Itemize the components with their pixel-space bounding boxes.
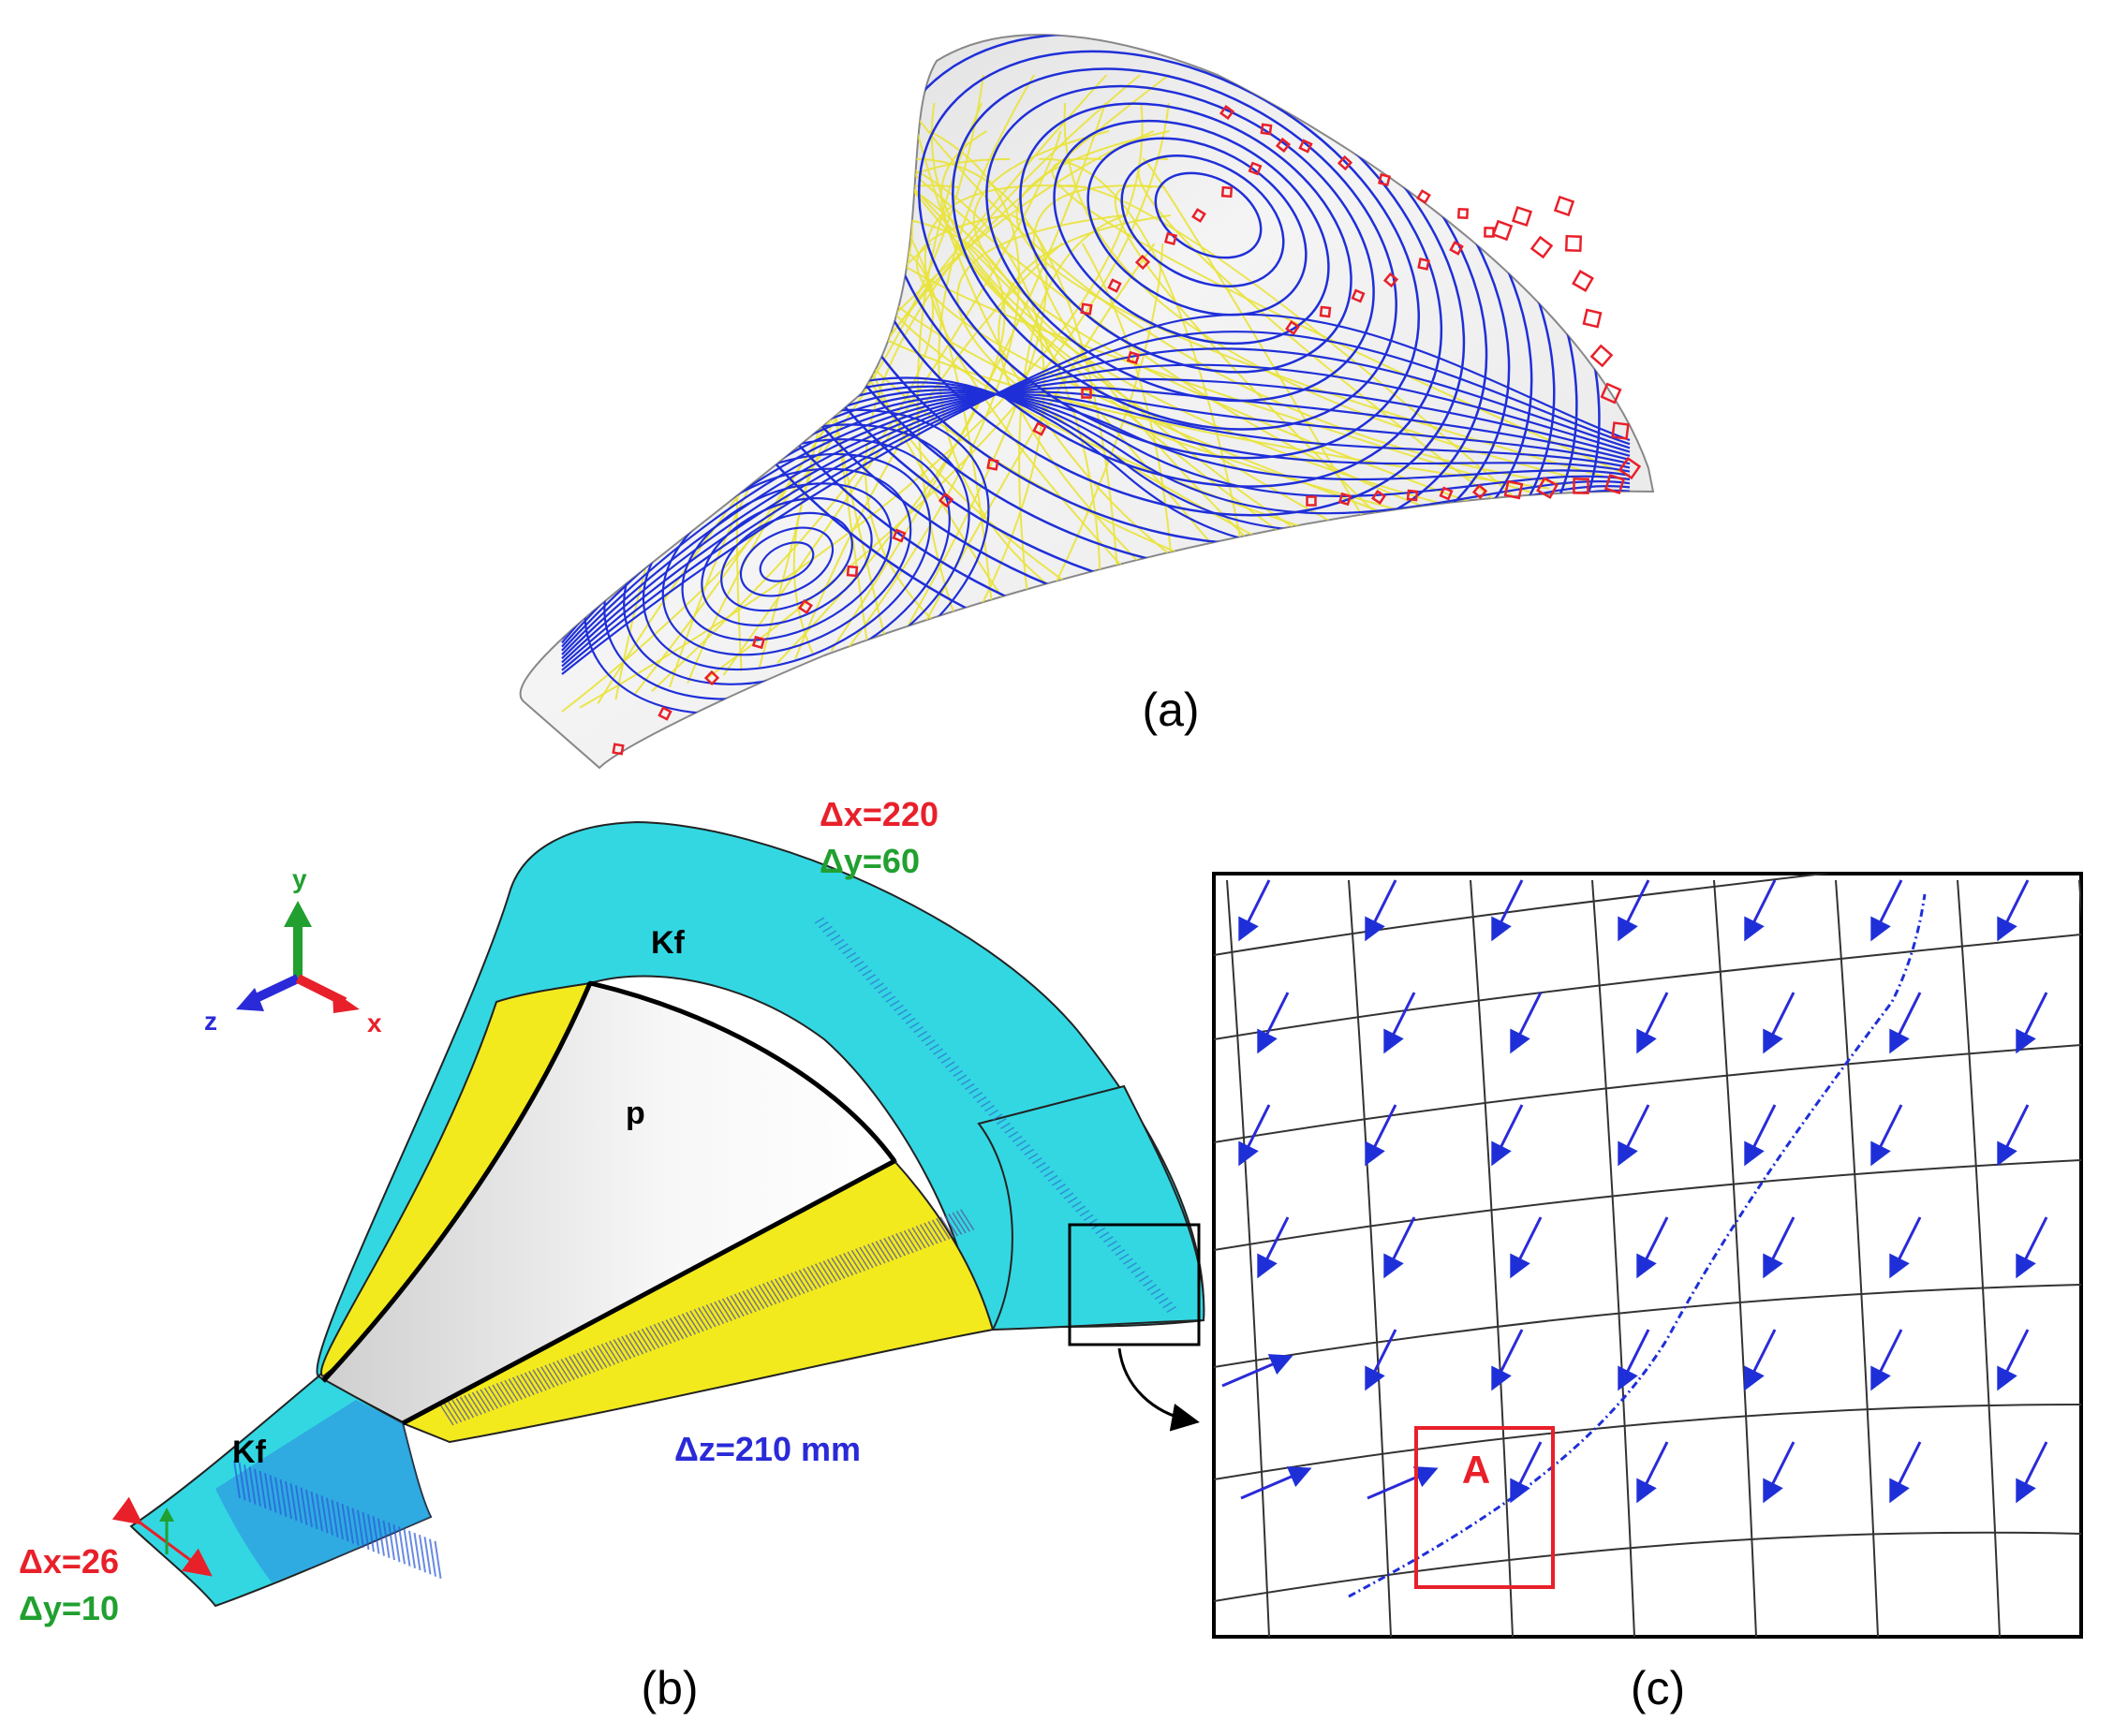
- label-kf-bottom: Kf: [232, 1434, 267, 1470]
- caption-b: (b): [641, 1662, 698, 1714]
- cyan-band-lower-right: [977, 1084, 1205, 1331]
- label-dy-bottom: Δy=10: [19, 1589, 119, 1627]
- label-dy-top: Δy=60: [820, 842, 920, 880]
- label-dx-bottom: Δx=26: [19, 1542, 119, 1581]
- hatching: [233, 917, 1177, 1579]
- detail-box: [1068, 1223, 1201, 1346]
- axis-label-x: x: [367, 1008, 382, 1037]
- yellow-band-lower: [400, 1159, 995, 1444]
- panel-a: (a): [519, 34, 1655, 770]
- caption-c: (c): [1631, 1662, 1685, 1714]
- axis-label-z: z: [204, 1007, 217, 1036]
- detail-arrow: [1117, 1347, 1200, 1432]
- axis-triad: y z x: [204, 864, 382, 1037]
- label-dz: Δz=210 mm: [674, 1430, 861, 1468]
- mesh-grid: [1214, 874, 2081, 1637]
- region-a-label: A: [1462, 1448, 1490, 1492]
- stagnation-markers: [612, 104, 1642, 756]
- label-kf-top: Kf: [651, 925, 686, 961]
- axis-label-y: y: [292, 864, 307, 893]
- label-p: p: [626, 1096, 645, 1131]
- region-a-box: [1414, 1426, 1555, 1589]
- panel-c: A (c): [1212, 872, 2083, 1714]
- flow-vectors: [1221, 879, 2048, 1504]
- label-dx-top: Δx=220: [820, 795, 938, 833]
- separation-line: [1348, 893, 1927, 1598]
- panel-b: y z x Δx=220 Δy=60 Kf p Kf Δz=210 mm Δx=…: [19, 795, 1205, 1714]
- caption-a: (a): [1142, 684, 1199, 736]
